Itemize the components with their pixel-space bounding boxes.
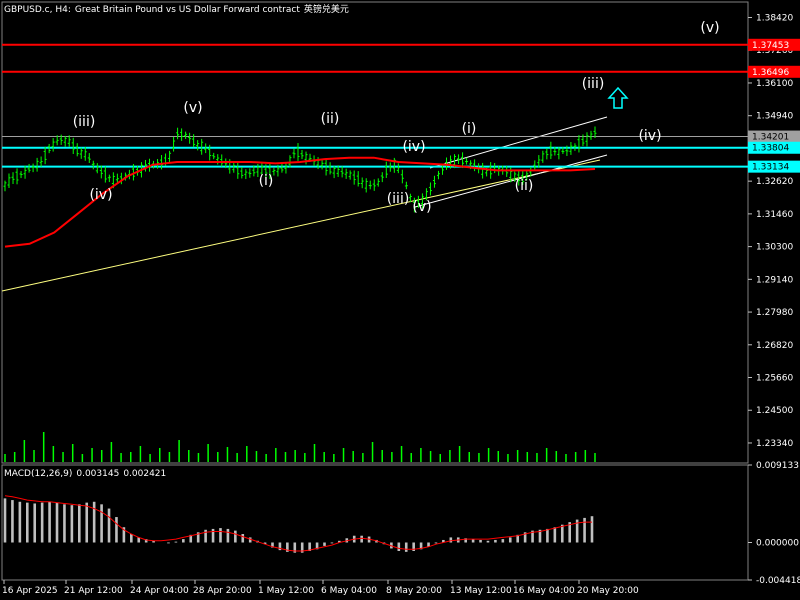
wave-label: (i): [259, 173, 274, 189]
support-trendline: [1, 159, 601, 292]
x-tick-label: 1 May 12:00: [258, 586, 314, 596]
price-level-tag: [748, 160, 800, 173]
y-tick-label: 1.23340: [756, 439, 793, 449]
x-tick-label: 16 Apr 2025: [2, 586, 58, 596]
price-level-label: 1.37453: [752, 41, 789, 51]
y-tick-label: 1.31460: [756, 210, 793, 220]
macd-signal-value: 0.002421: [123, 469, 167, 479]
macd-main-value: 0.003145: [76, 469, 120, 479]
price-level-label: 1.36496: [752, 68, 789, 78]
macd-pane-frame: [1, 464, 749, 581]
wave-label: (iv): [402, 139, 425, 155]
wave-label: (iii): [387, 191, 410, 207]
y-tick-label: 1.34940: [756, 112, 793, 122]
price-level-tag: [748, 130, 800, 143]
y-tick-label: 1.37260: [756, 46, 793, 56]
chart-title: GBPUSD.c, H4: Great Britain Pound vs US D…: [4, 2, 353, 15]
y-tick-label: 1.27980: [756, 308, 793, 318]
y-tick-label: 1.32620: [756, 177, 793, 187]
cn-label: 英镑兑美元: [303, 5, 349, 15]
x-tick-label: 16 May 04:00: [513, 586, 575, 596]
macd-y-tick-label: 0.000000: [756, 539, 799, 549]
moving-average-line: [4, 156, 596, 248]
macd-title: MACD(12,26,9) 0.003145 0.002421: [4, 469, 170, 479]
up-arrow-icon: [607, 86, 629, 109]
x-tick-label: 13 May 12:00: [450, 586, 512, 596]
wave-label: (iv): [89, 187, 112, 203]
x-tick-label: 24 Apr 04:00: [130, 586, 189, 596]
wave-label: (iv): [638, 128, 661, 144]
x-tick-label: 8 May 20:00: [386, 586, 442, 596]
price-level-tag: [748, 141, 800, 154]
symbol-label: GBPUSD.c, H4:: [4, 5, 71, 15]
x-tick-label: 28 Apr 20:00: [193, 586, 252, 596]
wave-label: (v): [183, 100, 202, 116]
y-tick-label: 1.26820: [756, 341, 793, 351]
macd-label: MACD(12,26,9): [4, 469, 73, 479]
macd-y-tick-label: -0.004418: [756, 576, 800, 586]
wave-label: (v): [412, 199, 431, 215]
y-tick-label: 1.25660: [756, 374, 793, 384]
y-tick-label: 1.30300: [756, 243, 793, 253]
macd-signal-line: [4, 495, 592, 552]
price-level-tag: [748, 38, 800, 51]
wave-label: (iii): [73, 114, 96, 130]
wave-label: (ii): [321, 111, 340, 127]
x-tick-label: 6 May 04:00: [321, 586, 377, 596]
wave-label: (ii): [515, 178, 534, 194]
y-tick-label: 1.38420: [756, 14, 793, 24]
price-level-label: 1.33134: [752, 163, 789, 173]
wave-label: (v): [700, 20, 719, 36]
wave-label: (iii): [582, 76, 605, 92]
x-tick-label: 21 Apr 12:00: [64, 586, 123, 596]
price-level-tag: [748, 65, 800, 78]
wave-label: (i): [462, 121, 477, 137]
description-label: Great Britain Pound vs US Dollar Forward…: [74, 5, 300, 15]
channel-upper-line: [429, 116, 608, 169]
price-pane-frame: [1, 1, 749, 464]
y-tick-label: 1.36100: [756, 79, 793, 89]
price-level-label: 1.34201: [752, 133, 789, 143]
y-tick-label: 1.29140: [756, 275, 793, 285]
y-tick-label: 1.24500: [756, 406, 793, 416]
x-tick-label: 20 May 20:00: [577, 586, 639, 596]
price-level-label: 1.33804: [752, 144, 789, 154]
macd-y-tick-label: 0.009133: [756, 461, 799, 471]
